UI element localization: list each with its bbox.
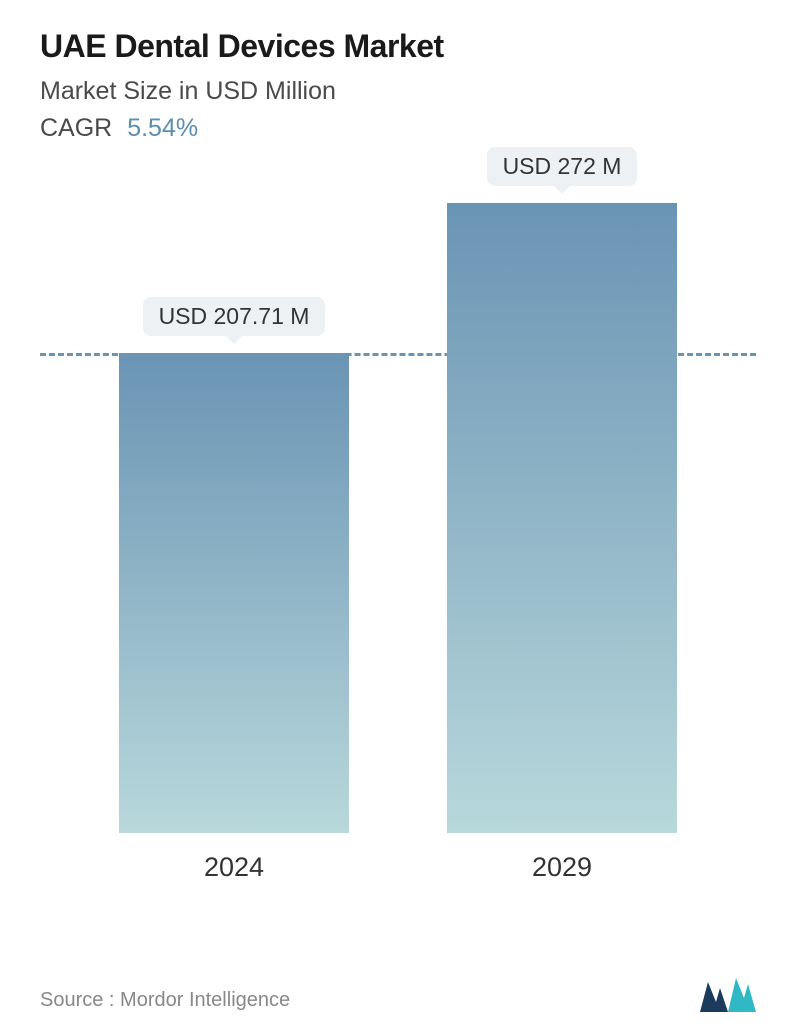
chart-subtitle: Market Size in USD Million — [40, 77, 756, 106]
logo-path-1 — [700, 982, 728, 1012]
bars-container: USD 207.71 M USD 272 M — [40, 203, 756, 833]
chart-area: USD 207.71 M USD 272 M 2024 2029 — [40, 203, 756, 883]
x-label-2024: 2024 — [119, 852, 349, 883]
x-axis-labels: 2024 2029 — [40, 852, 756, 883]
logo-icon — [700, 974, 756, 1012]
x-label-2029: 2029 — [447, 852, 677, 883]
bar-group-2024: USD 207.71 M — [119, 353, 349, 833]
bar-2024 — [119, 353, 349, 833]
chart-title: UAE Dental Devices Market — [40, 28, 756, 65]
cagr-line: CAGR 5.54% — [40, 114, 756, 143]
logo-path-2 — [728, 978, 756, 1012]
value-label-2024: USD 207.71 M — [143, 297, 326, 336]
value-label-2029: USD 272 M — [487, 147, 638, 186]
bar-2029 — [447, 203, 677, 833]
footer: Source : Mordor Intelligence — [40, 974, 756, 1012]
bar-group-2029: USD 272 M — [447, 203, 677, 833]
chart-container: UAE Dental Devices Market Market Size in… — [0, 0, 796, 1034]
cagr-value: 5.54% — [127, 114, 198, 142]
source-text: Source : Mordor Intelligence — [40, 989, 290, 1012]
cagr-label: CAGR — [40, 114, 112, 142]
